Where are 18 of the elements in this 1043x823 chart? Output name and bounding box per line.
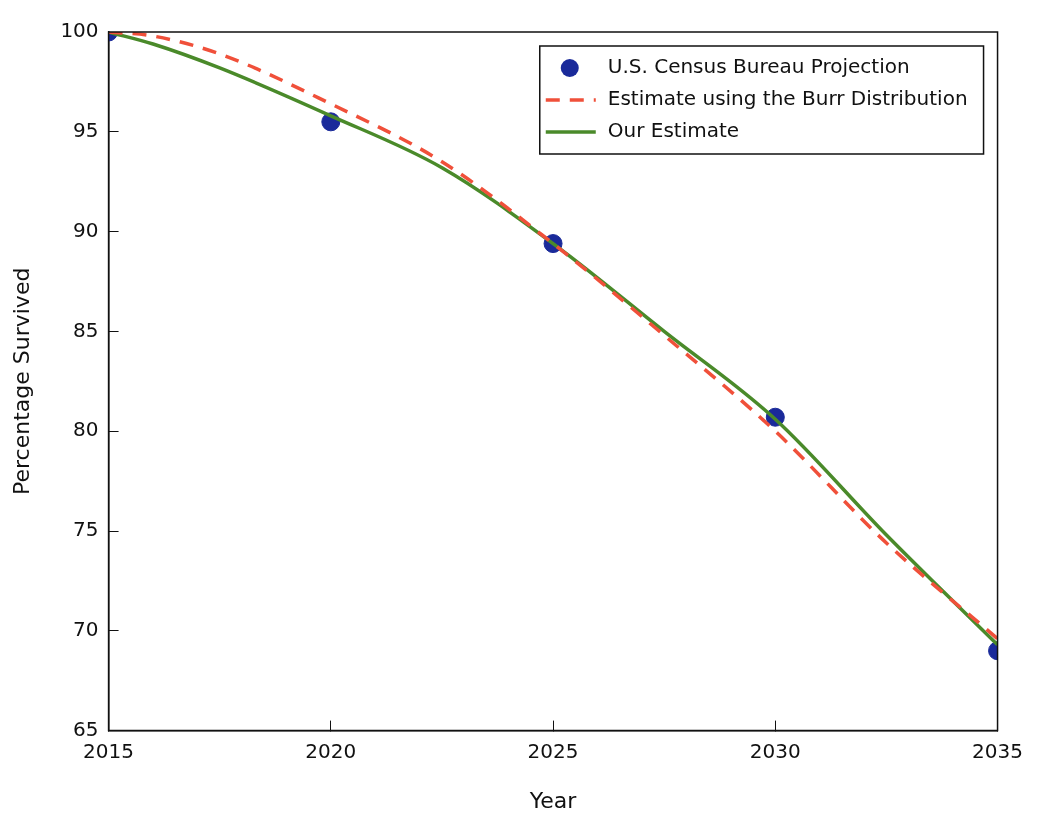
x-tick-label: 2030 [749,738,801,763]
y-tick-label: 85 [73,317,99,342]
legend-label: Estimate using the Burr Distribution [607,86,968,111]
y-tick-label: 90 [73,217,99,242]
x-tick-label: 2015 [83,738,135,763]
legend-label: U.S. Census Bureau Projection [607,54,910,79]
y-tick-label: 95 [73,118,99,142]
x-tick-label: 2020 [305,738,357,763]
y-tick-label: 70 [73,617,99,641]
x-axis-title: Year [528,787,578,813]
y-tick-label: 100 [60,18,99,43]
legend-label: Our Estimate [607,118,740,143]
y-axis-title: Percentage Survived [8,267,34,495]
x-tick-label: 2025 [527,738,579,763]
y-tick-label: 75 [73,517,99,542]
y-tick-label: 65 [73,716,99,741]
x-tick-label: 2035 [972,738,1023,763]
y-tick-label: 80 [73,417,99,442]
